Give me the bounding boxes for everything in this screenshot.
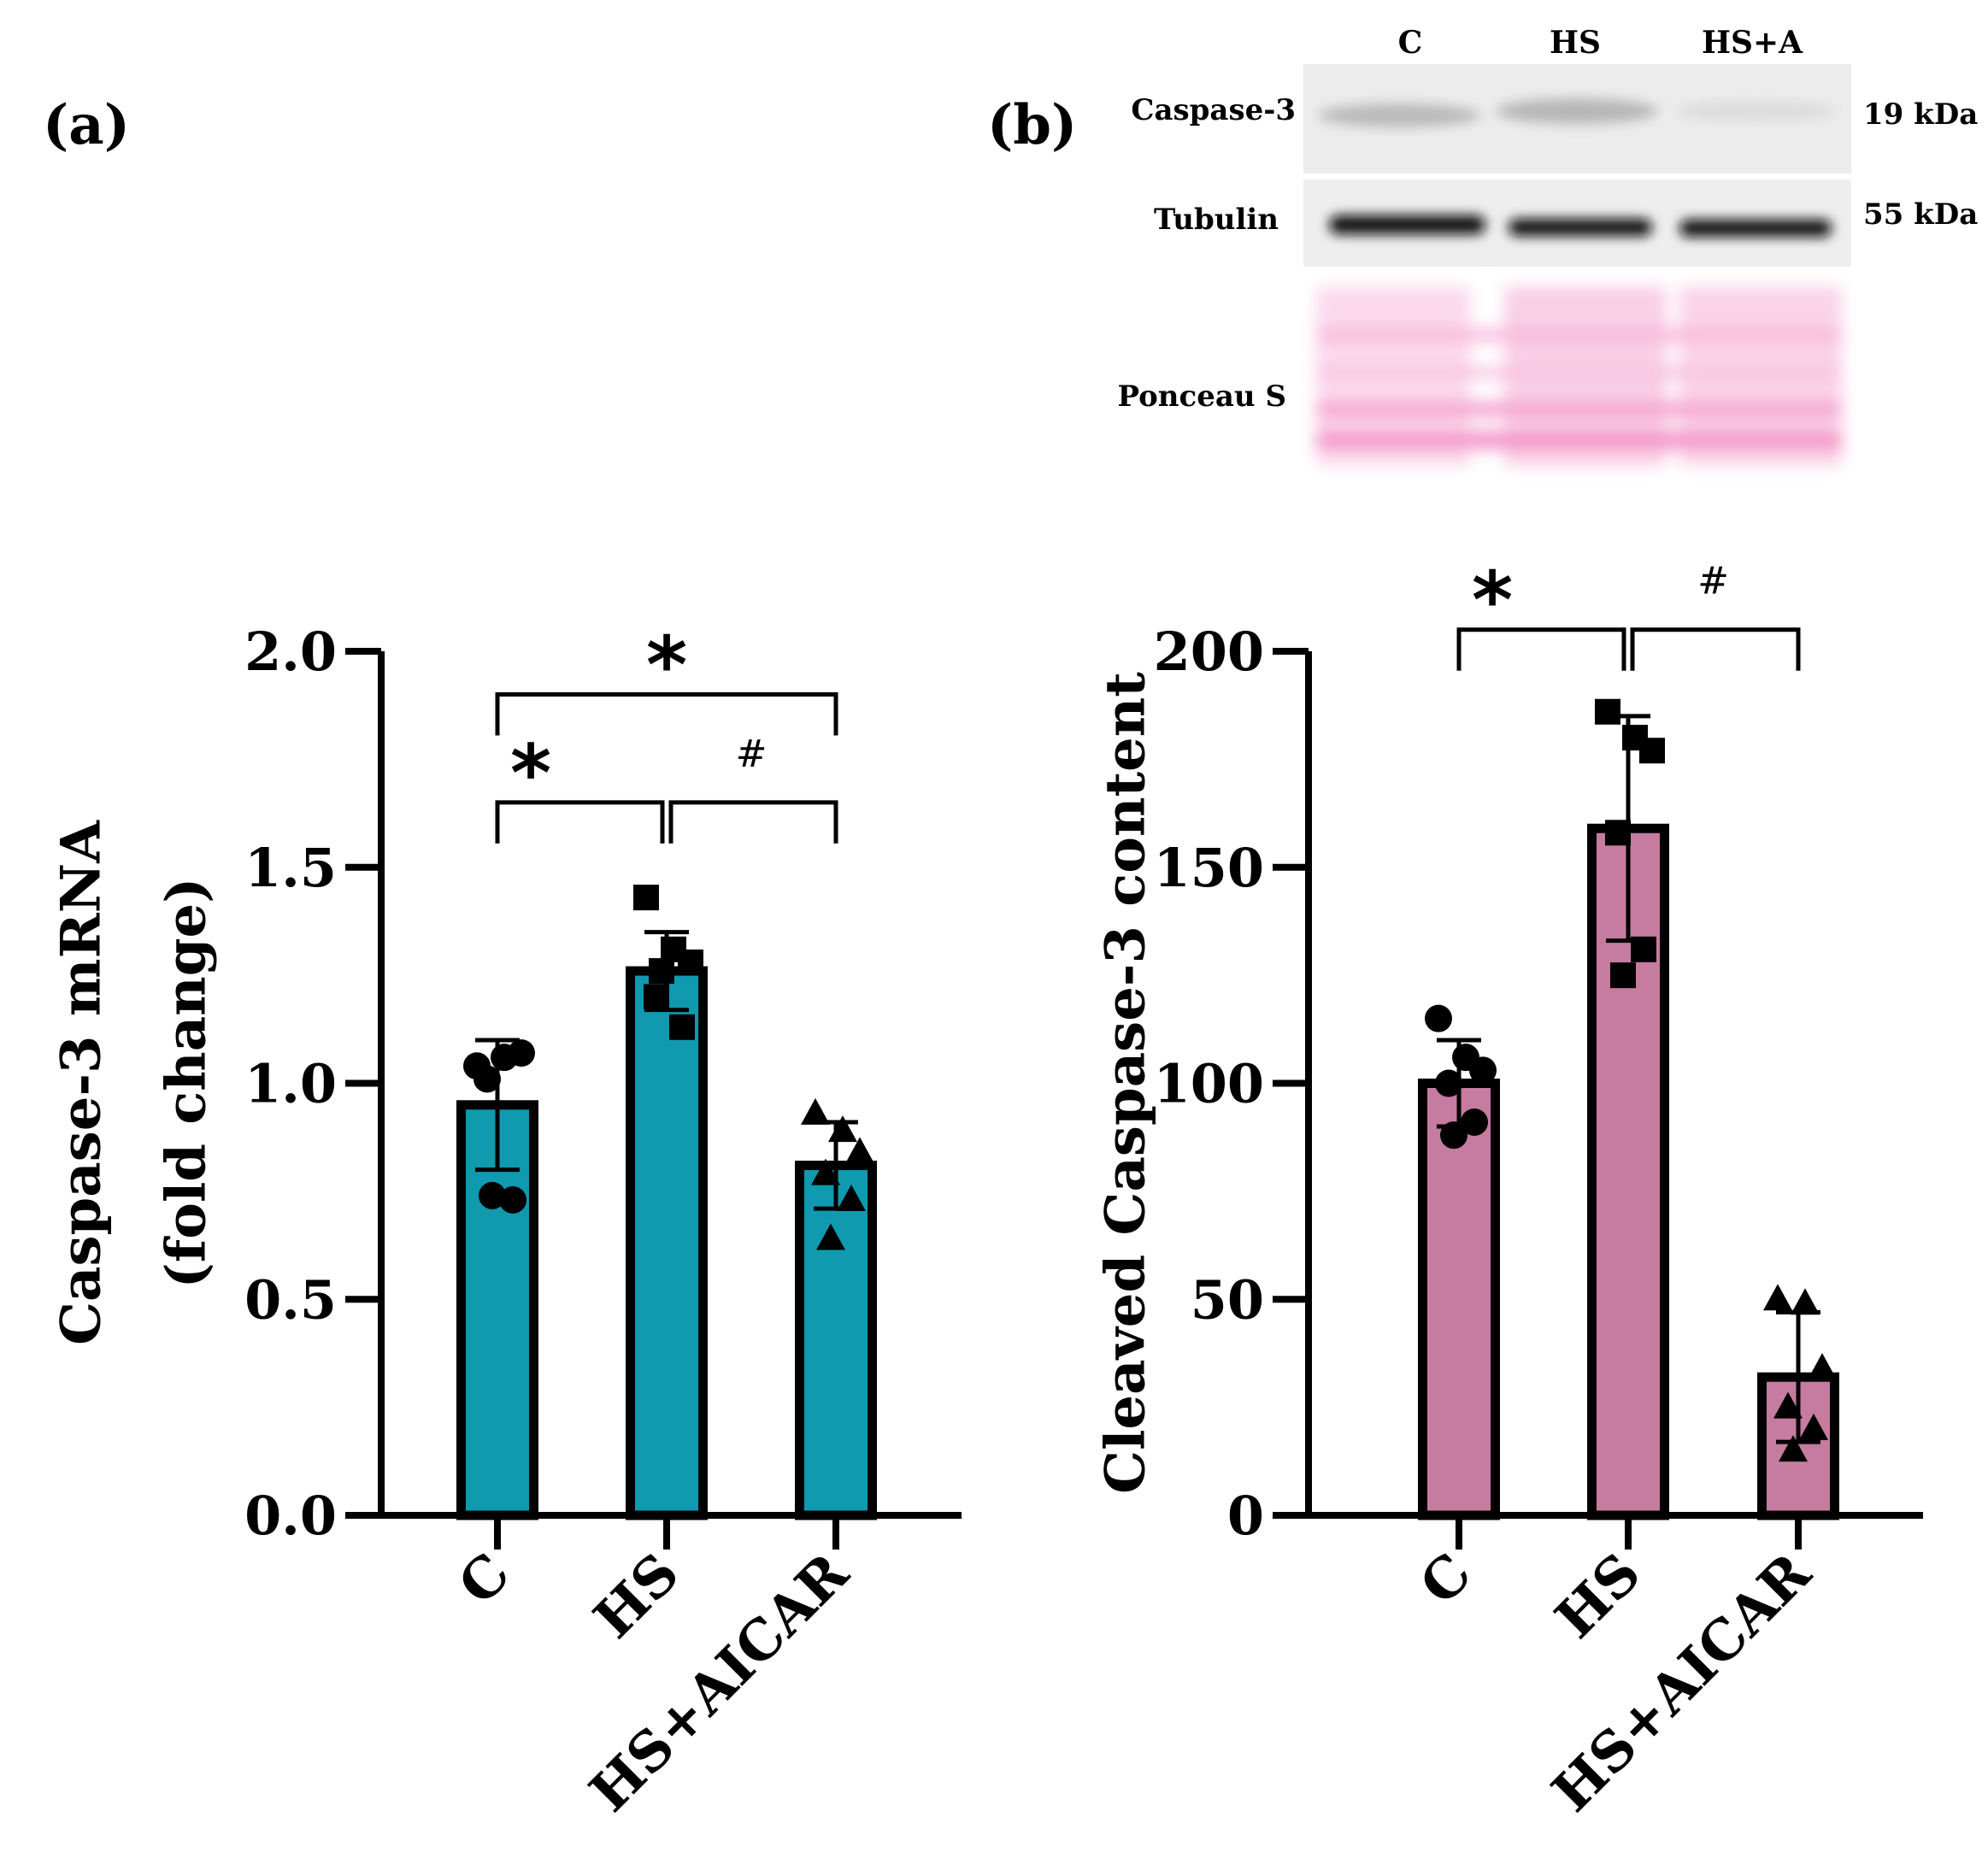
chart-b-point [1799,1413,1828,1440]
chart-a-point [508,1039,535,1067]
chart-b-point [1425,1004,1452,1032]
chart-a-sig-symbol: * [646,620,687,711]
chart-b-point [1791,1288,1820,1315]
chart-a-point [801,1097,830,1125]
chart-a-ylabel-2: (fold change) [155,877,219,1288]
blot-row-tubulin: Tubulin [1154,203,1279,237]
blot-strip-ponceau [1316,286,1842,466]
band-tubulin-c [1329,215,1485,234]
chart-b-ytick-label: 100 [1154,1053,1264,1115]
chart-a-sig-symbol: * [510,727,551,819]
chart-a-bar-3 [795,1161,877,1520]
chart-b-point [1461,1108,1488,1136]
chart-b-point [1808,1353,1837,1380]
chart-a-sig-symbol: # [736,732,768,776]
chart-a-category-label: C [446,1541,522,1617]
band-caspase3-c [1318,103,1480,127]
band-caspase3-hsa [1675,101,1838,121]
chart-a-sig-bracket [495,692,838,736]
chart-b-ytick-label: 0 [1227,1485,1264,1547]
band-caspase3-hs [1496,98,1658,124]
chart-b-point [1469,1056,1497,1085]
blot-row-caspase3: Caspase-3 [1131,93,1296,127]
chart-a-ytick-label: 1.0 [244,1053,337,1115]
chart-a-point [499,1185,526,1214]
chart-a-sig-bracket [668,800,838,844]
blot-lane-c: C [1398,25,1423,61]
panel-a-label: (a) [43,93,130,157]
chart-a-point [828,1115,857,1143]
chart-b-sig-bracket [1456,627,1626,671]
chart-a-ytick-label: 1.5 [244,837,337,899]
chart-b-point [1763,1284,1792,1311]
chart-b-category-label: C [1408,1541,1484,1617]
chart-a-bar-1 [456,1100,538,1520]
chart-b-point [1639,738,1665,764]
chart-a-point [473,1065,501,1093]
blot-mw-caspase3: 19 kDa [1863,97,1978,132]
chart-b-ylabel: Cleaved Caspase-3 content [1094,672,1158,1494]
chart-a-category-label: HS [582,1541,691,1650]
chart-b-point [1610,962,1636,989]
chart-b-category-label: HS [1544,1541,1653,1650]
chart-a-point [678,949,703,975]
blot-row-ponceau: Ponceau S [1117,379,1286,414]
chart-a-point [845,1137,874,1164]
chart-a-point [811,1158,840,1185]
chart-a-point [837,1184,866,1211]
chart-a-ylabel: Caspase-3 mRNA [50,820,114,1345]
blot-mw-tubulin: 55 kDa [1863,197,1978,232]
chart-a-bar-2 [626,966,708,1520]
blot-lane-hs: HS [1550,25,1601,61]
chart-a-ytick-label: 0.0 [244,1485,337,1547]
chart-a-point [633,885,659,911]
band-tubulin-hs [1509,219,1652,236]
chart-a-point [479,1181,506,1209]
chart-b-sig-symbol: * [1472,555,1513,646]
chart-b-point [1595,698,1620,725]
chart-b-point [1631,936,1656,962]
chart-a-point [816,1223,845,1250]
blot-lane-hsa: HS+A [1702,25,1803,61]
chart-a-point [669,1014,695,1040]
chart-a-ytick-label: 2.0 [244,620,337,683]
western-blot: C HS HS+A Caspase-3 Tubulin Ponceau S 19… [1117,25,1978,466]
chart-b-point [1440,1121,1467,1150]
chart-b-ytick-label: 50 [1191,1268,1264,1331]
band-tubulin-hsa [1679,220,1832,237]
chart-a-ytick-label: 0.5 [244,1268,337,1331]
chart-b-bar-1 [1418,1079,1500,1520]
chart-b-point [1779,1435,1808,1462]
chart-a-point [649,958,674,985]
chart-b-sig-bracket [1630,627,1801,671]
chart-b-sig-symbol: # [1697,560,1729,603]
panel-b-label: (b) [987,93,1077,157]
chart-b-ytick-label: 150 [1154,837,1264,899]
chart-b-point [1773,1391,1803,1419]
chart-b-point [1435,1069,1462,1097]
chart-a-sig-bracket [495,800,665,844]
chart-b-ytick-label: 200 [1154,620,1264,683]
chart-b-point [1605,820,1631,846]
chart-a-point [644,984,669,1010]
